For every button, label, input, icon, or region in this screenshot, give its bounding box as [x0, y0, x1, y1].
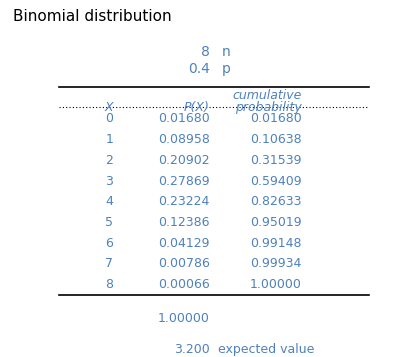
- Text: 2: 2: [105, 154, 113, 167]
- Text: 6: 6: [105, 237, 113, 250]
- Text: 1.00000: 1.00000: [250, 278, 302, 291]
- Text: 0.99934: 0.99934: [250, 257, 302, 270]
- Text: 5: 5: [105, 216, 113, 229]
- Text: 0.01680: 0.01680: [158, 112, 210, 125]
- Text: 0.12386: 0.12386: [158, 216, 210, 229]
- Text: n: n: [222, 45, 231, 59]
- Text: 0.20902: 0.20902: [158, 154, 210, 167]
- Text: 1.00000: 1.00000: [158, 312, 210, 325]
- Text: expected value: expected value: [218, 343, 314, 356]
- Text: 8: 8: [105, 278, 113, 291]
- Text: 0.82633: 0.82633: [250, 195, 302, 208]
- Text: P(X): P(X): [184, 101, 210, 114]
- Text: 0.59409: 0.59409: [250, 175, 302, 187]
- Text: 4: 4: [105, 195, 113, 208]
- Text: 3: 3: [105, 175, 113, 187]
- Text: 8: 8: [201, 45, 210, 59]
- Text: cumulative: cumulative: [232, 89, 302, 102]
- Text: 0.00066: 0.00066: [158, 278, 210, 291]
- Text: 0: 0: [105, 112, 113, 125]
- Text: p: p: [222, 62, 231, 76]
- Text: 0.00786: 0.00786: [158, 257, 210, 270]
- Text: probability: probability: [235, 101, 302, 114]
- Text: Binomial distribution: Binomial distribution: [13, 9, 171, 24]
- Text: 0.04129: 0.04129: [158, 237, 210, 250]
- Text: 0.08958: 0.08958: [158, 133, 210, 146]
- Text: 0.23224: 0.23224: [158, 195, 210, 208]
- Text: 0.31539: 0.31539: [250, 154, 302, 167]
- Text: 0.10638: 0.10638: [250, 133, 302, 146]
- Text: 0.95019: 0.95019: [250, 216, 302, 229]
- Text: 7: 7: [105, 257, 113, 270]
- Text: 3.200: 3.200: [174, 343, 210, 356]
- Text: 0.01680: 0.01680: [250, 112, 302, 125]
- Text: X: X: [104, 101, 113, 114]
- Text: 0.99148: 0.99148: [250, 237, 302, 250]
- Text: 1: 1: [105, 133, 113, 146]
- Text: 0.4: 0.4: [188, 62, 210, 76]
- Text: 0.27869: 0.27869: [158, 175, 210, 187]
